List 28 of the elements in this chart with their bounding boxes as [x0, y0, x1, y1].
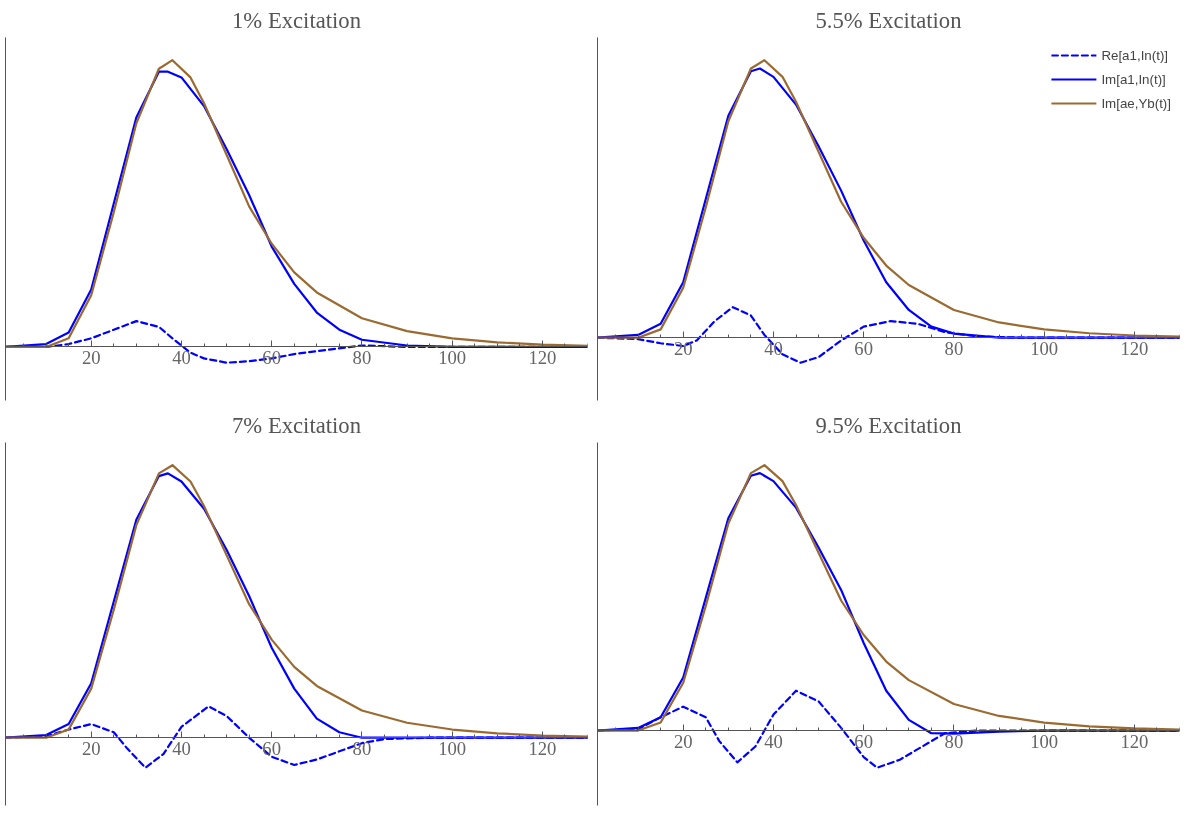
x-tick-label: 60: [854, 337, 874, 359]
chart-title: 9.5% Excitation: [815, 412, 962, 438]
x-tick-label: 120: [528, 737, 557, 759]
x-tick-label: 40: [172, 737, 191, 759]
chart-title: 1% Excitation: [232, 7, 361, 33]
x-tick-label: 100: [1030, 337, 1059, 359]
x-tick-label: 100: [1030, 730, 1059, 752]
legend-label: Im[a1,In(t)]: [1101, 71, 1166, 87]
x-tick-label: 80: [944, 730, 964, 752]
x-tick-label: 120: [1120, 730, 1149, 752]
x-tick-label: 20: [81, 346, 101, 368]
x-tick-label: 100: [438, 737, 467, 759]
x-tick-label: 100: [438, 346, 467, 368]
x-tick-label: 120: [528, 346, 557, 368]
x-tick-label: 40: [172, 346, 191, 368]
chart-title: 5.5% Excitation: [815, 7, 962, 33]
legend-label: Re[a1,In(t)]: [1101, 47, 1169, 63]
x-tick-label: 20: [673, 730, 693, 752]
legend-label: Im[ae,Yb(t)]: [1101, 95, 1171, 111]
chart-title: 7% Excitation: [232, 412, 361, 438]
x-tick-label: 80: [352, 346, 372, 368]
x-tick-label: 40: [764, 730, 783, 752]
x-tick-label: 60: [854, 730, 874, 752]
x-tick-label: 60: [262, 737, 282, 759]
x-tick-label: 80: [944, 337, 964, 359]
x-tick-label: 20: [81, 737, 101, 759]
x-tick-label: 120: [1120, 337, 1149, 359]
x-tick-label: 80: [352, 737, 372, 759]
